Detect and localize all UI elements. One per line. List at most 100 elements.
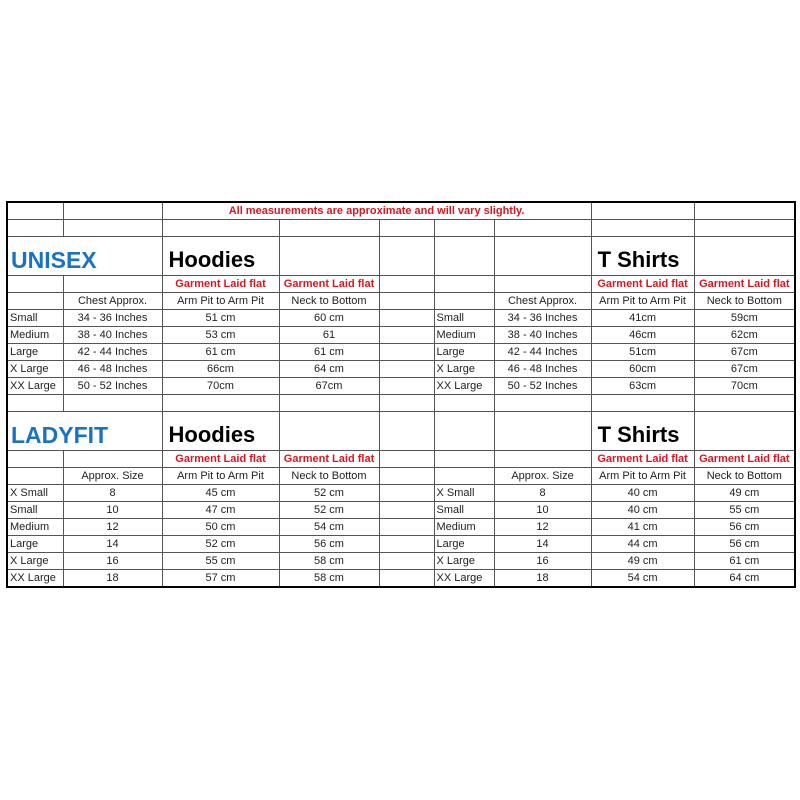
length-measure: 55 cm xyxy=(693,501,796,519)
empty-cell xyxy=(6,275,64,293)
garment-laid-flat-label: Garment Laid flat xyxy=(693,275,796,293)
size-row: Large 42 - 44 Inches 61 cm 61 cm Large 42 - 4… xyxy=(6,343,796,361)
empty-cell xyxy=(493,236,592,276)
length-measure: 52 cm xyxy=(278,501,380,519)
column-header: Neck to Bottom xyxy=(693,292,796,310)
empty-cell xyxy=(6,394,64,412)
empty-cell xyxy=(693,219,796,237)
product-title-hoodies: Hoodies xyxy=(161,236,280,276)
length-measure: 60 cm xyxy=(278,309,380,327)
size-row: Small 34 - 36 Inches 51 cm 60 cm Small 34 - 3… xyxy=(6,309,796,327)
empty-cell xyxy=(693,411,796,451)
size-label: Large xyxy=(433,343,495,361)
armpit-measure: 70cm xyxy=(161,377,280,395)
empty-cell xyxy=(378,343,435,361)
empty-cell xyxy=(590,394,695,412)
size-approx: 42 - 44 Inches xyxy=(493,343,592,361)
armpit-measure: 53 cm xyxy=(161,326,280,344)
armpit-measure: 54 cm xyxy=(590,569,695,588)
empty-cell xyxy=(6,467,64,485)
empty-cell xyxy=(6,450,64,468)
column-header: Neck to Bottom xyxy=(278,292,380,310)
empty-cell xyxy=(493,219,592,237)
size-label: Small xyxy=(6,309,64,327)
size-approx: 10 xyxy=(62,501,163,519)
empty-cell xyxy=(62,450,163,468)
empty-cell xyxy=(433,467,495,485)
empty-cell xyxy=(378,552,435,570)
empty-cell xyxy=(378,535,435,553)
product-title-tshirts: T Shirts xyxy=(590,236,695,276)
size-approx: 46 - 48 Inches xyxy=(62,360,163,378)
size-label: X Large xyxy=(6,360,64,378)
size-approx: 38 - 40 Inches xyxy=(493,326,592,344)
size-label: Large xyxy=(6,535,64,553)
size-approx: 12 xyxy=(62,518,163,536)
size-row: X Small 8 45 cm 52 cm X Small 8 40 cm 49 cm xyxy=(6,484,796,502)
product-title-hoodies: Hoodies xyxy=(161,411,280,451)
size-label: X Small xyxy=(6,484,64,502)
empty-cell xyxy=(433,275,495,293)
size-approx: 8 xyxy=(62,484,163,502)
method-row: Garment Laid flat Garment Laid flat Garmen… xyxy=(6,450,796,468)
size-label: Medium xyxy=(433,326,495,344)
armpit-measure: 49 cm xyxy=(590,552,695,570)
empty-cell xyxy=(433,292,495,310)
empty-cell xyxy=(433,236,495,276)
empty-cell xyxy=(378,377,435,395)
empty-cell xyxy=(693,394,796,412)
length-measure: 67cm xyxy=(693,360,796,378)
armpit-measure: 57 cm xyxy=(161,569,280,588)
empty-cell xyxy=(161,219,280,237)
brand-title: UNISEX xyxy=(6,236,163,276)
column-header: Neck to Bottom xyxy=(278,467,380,485)
brand-title: LADYFIT xyxy=(6,411,163,451)
size-approx: 38 - 40 Inches xyxy=(62,326,163,344)
garment-laid-flat-label: Garment Laid flat xyxy=(590,275,695,293)
length-measure: 49 cm xyxy=(693,484,796,502)
length-measure: 67cm xyxy=(693,343,796,361)
empty-cell xyxy=(378,360,435,378)
armpit-measure: 51cm xyxy=(590,343,695,361)
empty-cell xyxy=(378,450,435,468)
size-label: XX Large xyxy=(6,377,64,395)
method-row: Garment Laid flat Garment Laid flat Garmen… xyxy=(6,275,796,293)
size-approx: 34 - 36 Inches xyxy=(62,309,163,327)
size-label: Medium xyxy=(6,518,64,536)
empty-cell xyxy=(278,394,380,412)
size-row: X Large 46 - 48 Inches 66cm 64 cm X Large 46 … xyxy=(6,360,796,378)
armpit-measure: 63cm xyxy=(590,377,695,395)
empty-cell xyxy=(161,394,280,412)
column-header: Approx. Size xyxy=(493,467,592,485)
empty-cell xyxy=(6,292,64,310)
size-row: Medium 12 50 cm 54 cm Medium 12 41 cm 56 cm xyxy=(6,518,796,536)
column-header: Approx. Size xyxy=(62,467,163,485)
armpit-measure: 47 cm xyxy=(161,501,280,519)
size-approx: 50 - 52 Inches xyxy=(493,377,592,395)
empty-cell xyxy=(493,275,592,293)
column-header: Chest Approx. xyxy=(493,292,592,310)
length-measure: 70cm xyxy=(693,377,796,395)
length-measure: 56 cm xyxy=(693,535,796,553)
size-label: Small xyxy=(6,501,64,519)
size-approx: 42 - 44 Inches xyxy=(62,343,163,361)
product-title-tshirts: T Shirts xyxy=(590,411,695,451)
length-measure: 67cm xyxy=(278,377,380,395)
empty-cell xyxy=(433,219,495,237)
size-label: Small xyxy=(433,309,495,327)
length-measure: 56 cm xyxy=(693,518,796,536)
empty-cell xyxy=(378,394,435,412)
empty-cell xyxy=(693,236,796,276)
size-label: Small xyxy=(433,501,495,519)
header-row: Chest Approx. Arm Pit to Arm Pit Neck to B… xyxy=(6,292,796,310)
armpit-measure: 41cm xyxy=(590,309,695,327)
armpit-measure: 61 cm xyxy=(161,343,280,361)
size-label: Large xyxy=(433,535,495,553)
empty-cell xyxy=(433,394,495,412)
armpit-measure: 50 cm xyxy=(161,518,280,536)
empty-cell xyxy=(6,219,64,237)
empty-cell xyxy=(433,411,495,451)
empty-cell xyxy=(433,450,495,468)
size-label: XX Large xyxy=(6,569,64,588)
length-measure: 64 cm xyxy=(693,569,796,588)
